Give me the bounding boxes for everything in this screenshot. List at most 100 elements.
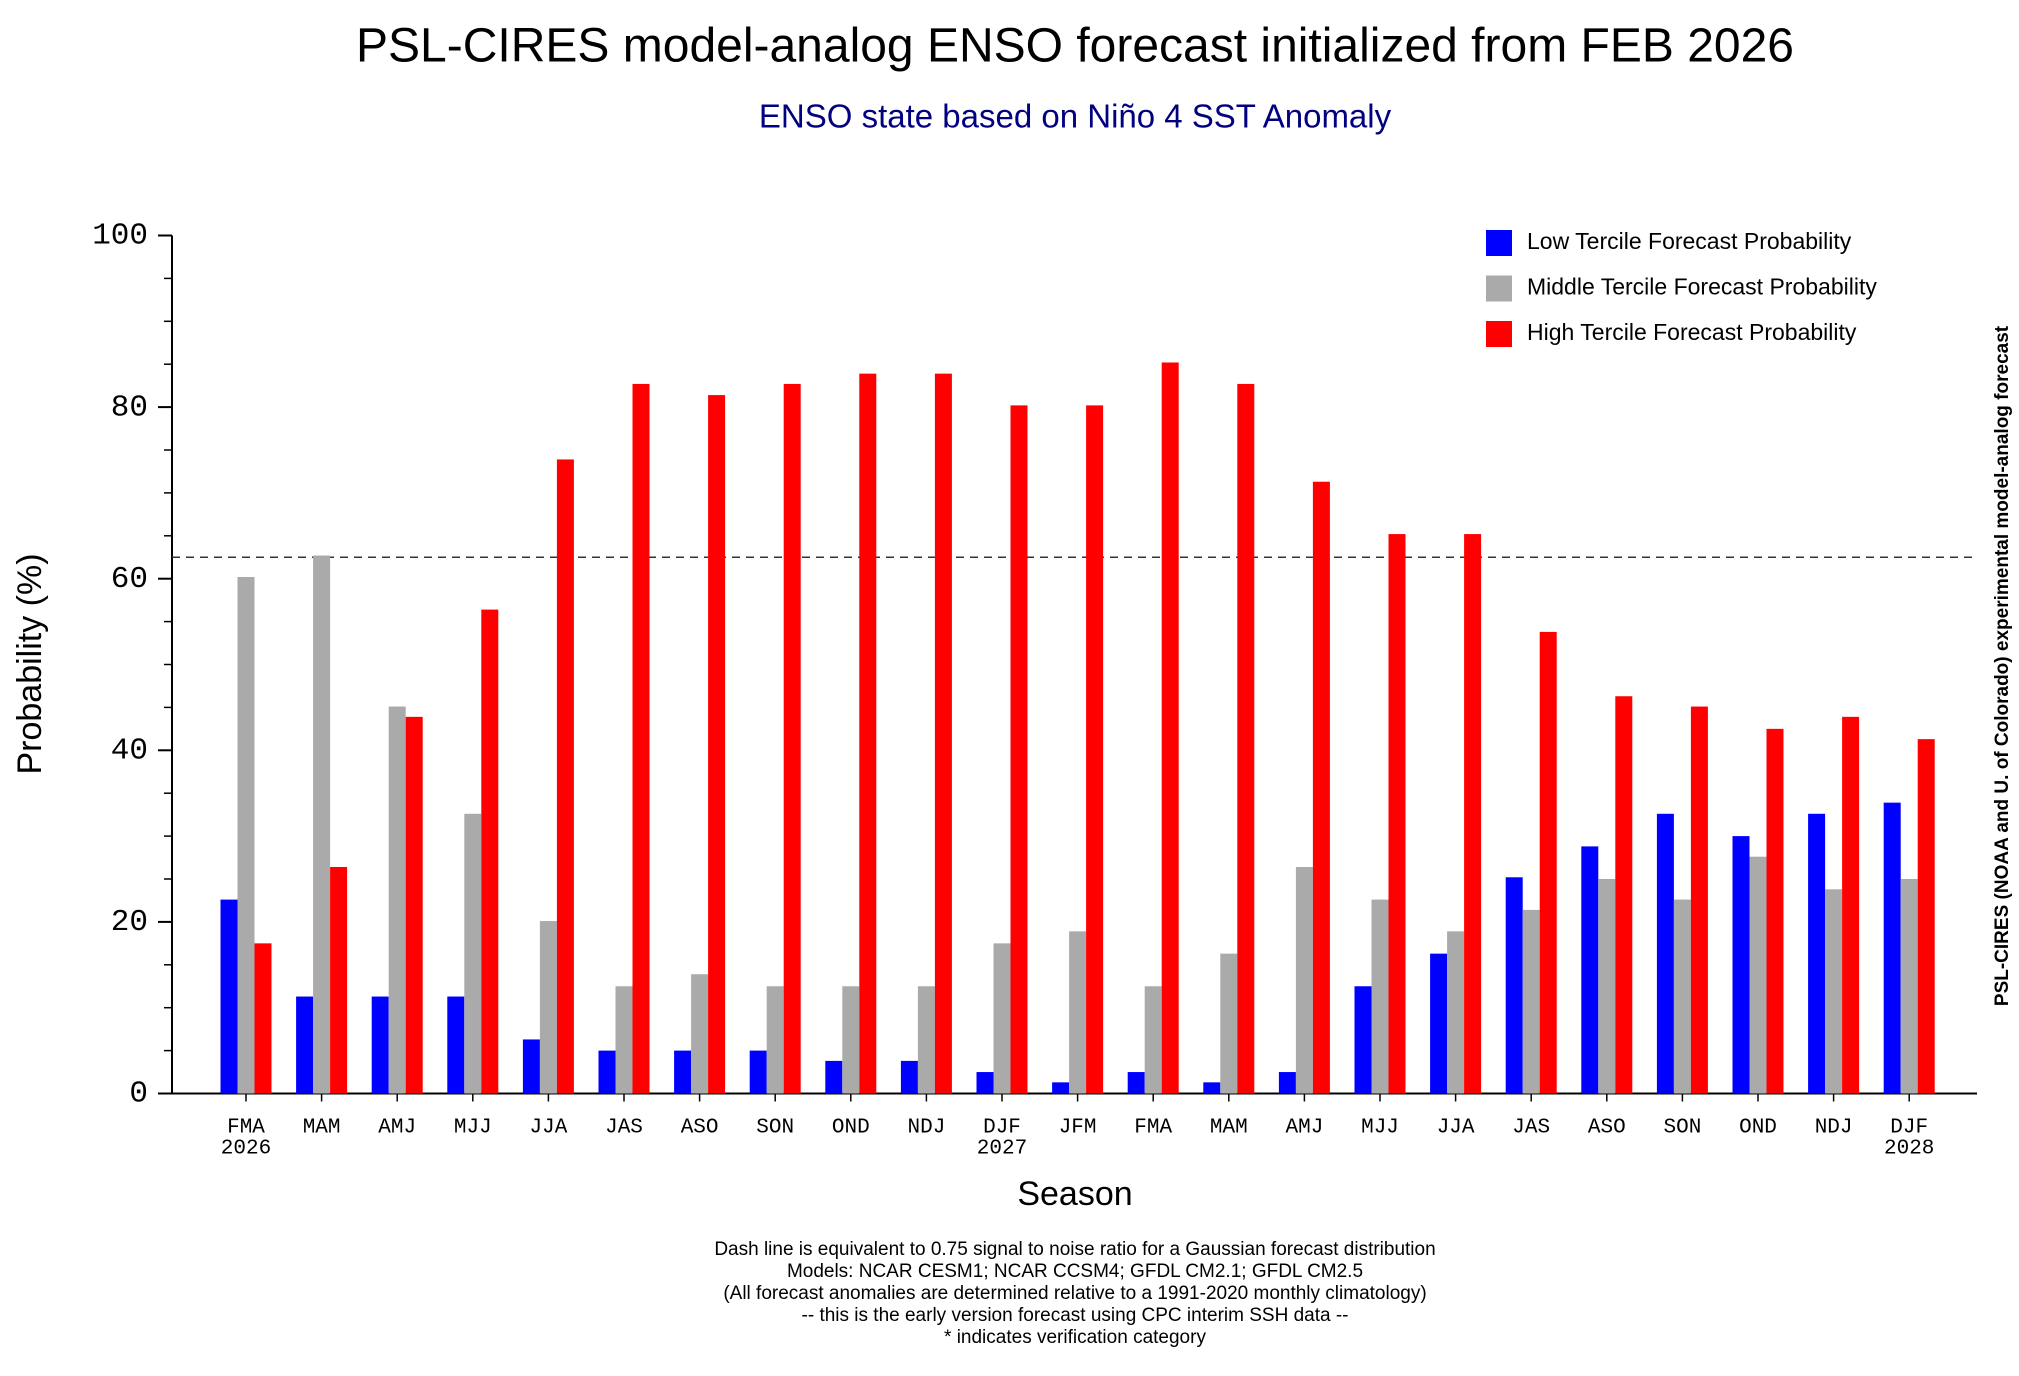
bar: [900, 1060, 918, 1094]
legend-swatch: [1486, 321, 1512, 347]
bar: [464, 813, 482, 1094]
bar: [691, 974, 709, 1094]
bar: [917, 986, 935, 1094]
bar: [481, 609, 499, 1094]
bar: [1052, 1082, 1070, 1094]
x-tick-label: ASO: [681, 1117, 719, 1140]
bar: [859, 373, 877, 1094]
bar: [296, 996, 314, 1094]
legend-label: High Tercile Forecast Probability: [1527, 319, 1857, 345]
side-note: PSL-CIRES (NOAA and U. of Colorado) expe…: [1992, 325, 2013, 1006]
bar: [1220, 953, 1238, 1094]
footnote: Models: NCAR CESM1; NCAR CCSM4; GFDL CM2…: [787, 1261, 1363, 1282]
chart-subtitle: ENSO state based on Niño 4 SST Anomaly: [759, 98, 1392, 135]
bar: [598, 1050, 616, 1094]
x-tick-label: NDJ: [907, 1117, 945, 1140]
x-tick-label: ASO: [1588, 1117, 1626, 1140]
x-tick-label: MAM: [1210, 1117, 1248, 1140]
bar: [1842, 716, 1860, 1094]
bar: [976, 1072, 994, 1094]
bar: [708, 395, 726, 1094]
bar: [1917, 739, 1935, 1094]
bar: [993, 943, 1011, 1094]
x-tick-label: JJA: [529, 1117, 567, 1140]
bar: [1447, 931, 1465, 1094]
y-tick-label: 0: [129, 1077, 148, 1112]
bar: [825, 1060, 843, 1094]
bar: [220, 899, 238, 1094]
bar: [1766, 728, 1784, 1094]
footnote: Dash line is equivalent to 0.75 signal t…: [714, 1239, 1435, 1260]
bar: [1069, 931, 1087, 1094]
x-tick-label: OND: [1739, 1117, 1777, 1140]
bar: [1749, 856, 1767, 1094]
bar: [749, 1050, 767, 1094]
bar: [1581, 846, 1599, 1094]
x-tick-label: OND: [832, 1117, 870, 1140]
footnote: -- this is the early version forecast us…: [802, 1305, 1349, 1326]
bar: [1656, 813, 1674, 1094]
bar: [1278, 1072, 1296, 1094]
bar: [783, 383, 801, 1094]
legend-label: Middle Tercile Forecast Probability: [1527, 274, 1877, 300]
x-tick-label: FMA: [1134, 1117, 1172, 1140]
x-tick-label: DJF: [1890, 1117, 1928, 1140]
x-tick-label: AMJ: [1285, 1117, 1323, 1140]
legend-swatch: [1486, 230, 1512, 256]
x-tick-label: AMJ: [378, 1117, 416, 1140]
bar: [1690, 706, 1708, 1094]
footnote: (All forecast anomalies are determined r…: [723, 1283, 1426, 1304]
x-tick-label: NDJ: [1815, 1117, 1853, 1140]
bar: [766, 986, 784, 1094]
bar: [330, 866, 348, 1094]
bar: [1086, 405, 1104, 1094]
bar: [371, 996, 389, 1094]
bar: [313, 555, 331, 1094]
bar: [1539, 631, 1557, 1094]
bar: [1900, 879, 1918, 1094]
bar: [1615, 696, 1633, 1094]
bar: [556, 459, 574, 1094]
bar: [1430, 953, 1448, 1094]
bar: [522, 1039, 540, 1094]
x-tick-label: JAS: [605, 1117, 643, 1140]
bar: [254, 943, 272, 1094]
bar: [1144, 986, 1162, 1094]
bar: [842, 986, 860, 1094]
bar: [1505, 877, 1523, 1094]
bar: [1371, 899, 1389, 1094]
bar: [1161, 362, 1179, 1094]
legend-swatch: [1486, 275, 1512, 302]
bar: [674, 1050, 692, 1094]
legend-label: Low Tercile Forecast Probability: [1527, 228, 1852, 254]
x-tick-label: SON: [756, 1117, 794, 1140]
x-tick-year: 2028: [1884, 1138, 1934, 1161]
x-tick-label: JJA: [1437, 1117, 1475, 1140]
bar: [615, 986, 633, 1094]
x-tick-label: FMA: [227, 1117, 265, 1140]
bar: [632, 383, 650, 1094]
footnote: * indicates verification category: [944, 1327, 1206, 1348]
bar: [1312, 481, 1330, 1094]
y-tick-label: 100: [92, 219, 148, 254]
bar: [1203, 1082, 1221, 1094]
x-tick-label: SON: [1663, 1117, 1701, 1140]
bar: [1127, 1072, 1145, 1094]
y-tick-label: 20: [111, 905, 148, 940]
y-tick-label: 80: [111, 390, 148, 425]
bar: [405, 716, 423, 1094]
y-tick-label: 60: [111, 562, 148, 597]
bar: [447, 996, 465, 1094]
bar: [934, 373, 952, 1094]
bar: [1464, 534, 1482, 1094]
chart-title: PSL-CIRES model-analog ENSO forecast ini…: [356, 20, 1794, 73]
bar: [1237, 383, 1255, 1094]
x-tick-label: DJF: [983, 1117, 1021, 1140]
bar: [1598, 879, 1616, 1094]
bar: [539, 921, 557, 1094]
bar: [1522, 909, 1540, 1094]
bar: [1388, 534, 1406, 1094]
bar: [1825, 889, 1843, 1094]
x-tick-label: JFM: [1059, 1117, 1097, 1140]
